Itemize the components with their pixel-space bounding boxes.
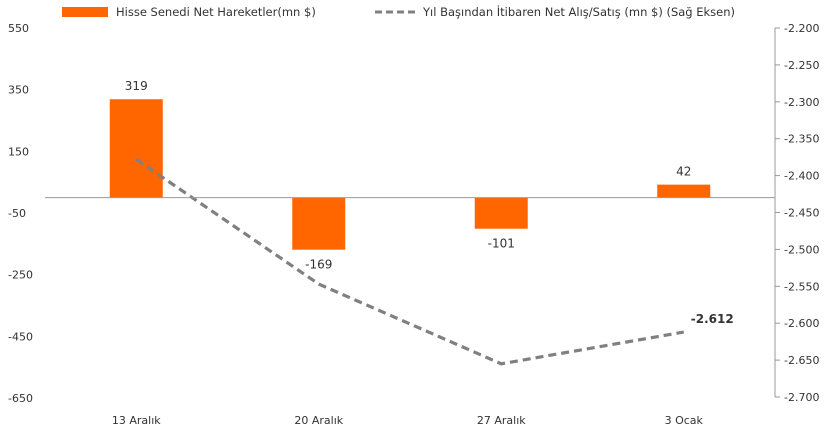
- line-series: -2.612: [135, 158, 734, 366]
- left-axis-tick-label: 350: [8, 84, 29, 97]
- bar: [657, 184, 711, 198]
- x-axis-tick-label: 3 Ocak: [665, 414, 704, 427]
- line-data-label: -2.612: [691, 312, 734, 326]
- bar-data-label: -101: [488, 237, 515, 251]
- left-axis-tick-label: 150: [8, 145, 29, 158]
- bar: [474, 197, 528, 229]
- right-axis-tick-label: -2.650: [784, 354, 819, 367]
- bar-series: 319 -169 -101 42: [109, 79, 711, 272]
- right-axis-tick-label: -2.600: [784, 317, 819, 330]
- bar-data-label: 42: [676, 165, 691, 179]
- right-axis-tick-label: -2.350: [784, 133, 819, 146]
- x-axis: 13 Aralık 20 Aralık 27 Aralık 3 Ocak: [45, 197, 775, 427]
- right-axis-tick-label: -2.200: [784, 22, 819, 35]
- bar-data-label: -169: [305, 258, 332, 272]
- left-axis-tick-label: -50: [8, 207, 26, 220]
- right-axis-tick-label: -2.550: [784, 280, 819, 293]
- legend-label-line: Yıl Başından İtibaren Net Alış/Satış (mn…: [422, 4, 735, 19]
- left-axis-tick-label: -450: [8, 330, 33, 343]
- right-axis-tick-label: -2.450: [784, 207, 819, 220]
- bar: [292, 197, 346, 250]
- legend-swatch-bar: [62, 7, 108, 17]
- x-axis-tick-label: 20 Aralık: [294, 414, 343, 427]
- right-axis-tick-label: -2.400: [784, 170, 819, 183]
- bar: [109, 99, 163, 198]
- left-axis-tick-label: -250: [8, 269, 33, 282]
- legend: Hisse Senedi Net Hareketler(mn $) Yıl Baş…: [62, 4, 735, 19]
- right-axis-tick-label: -2.300: [784, 96, 819, 109]
- left-axis-tick-label: 550: [8, 22, 29, 35]
- right-axis-tick-label: -2.500: [784, 243, 819, 256]
- legend-label-bar: Hisse Senedi Net Hareketler(mn $): [116, 5, 316, 19]
- line-series-path: [135, 158, 685, 366]
- x-axis-tick-label: 27 Aralık: [477, 414, 526, 427]
- right-axis-tick-label: -2.250: [784, 59, 819, 72]
- right-axis: -2.200 -2.250 -2.300 -2.350 -2.400 -2.450 -2.5…: [774, 22, 819, 404]
- left-axis-tick-label: -650: [8, 392, 33, 405]
- left-axis: 550 350 150 -50 -250 -450 -650: [8, 22, 33, 405]
- bar-data-label: 319: [125, 79, 148, 93]
- right-axis-tick-label: -2.700: [784, 391, 819, 404]
- x-axis-tick-label: 13 Aralık: [112, 414, 161, 427]
